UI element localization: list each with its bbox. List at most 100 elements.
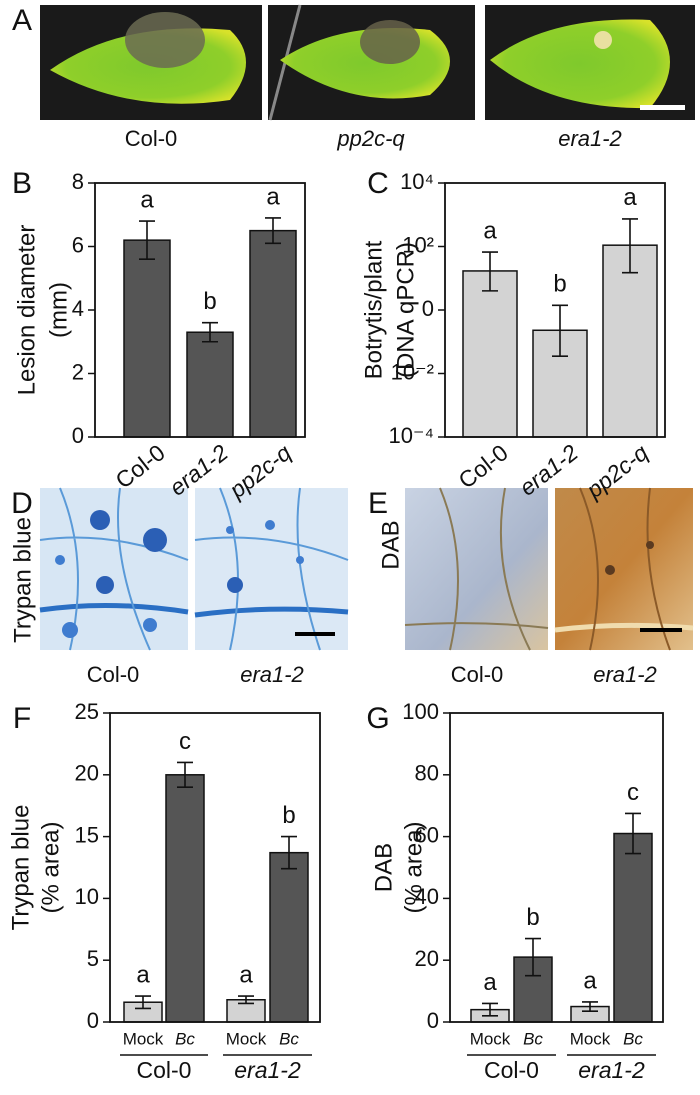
series-label: Mock xyxy=(470,1029,511,1048)
y-tick-label: 40 xyxy=(415,884,439,909)
panel-letter: E xyxy=(368,487,388,520)
photo-a xyxy=(40,4,695,121)
bar xyxy=(186,331,234,438)
significance-letter: b xyxy=(282,802,295,829)
y-tick-label: 10⁻⁴ xyxy=(388,423,434,448)
y-tick-label: 100 xyxy=(402,699,439,724)
bar xyxy=(462,270,518,438)
y-tick-label: 4 xyxy=(72,296,84,321)
x-tick-label: Col-0 xyxy=(484,1057,539,1083)
error-bar xyxy=(281,835,297,870)
y-axis-label: Trypan blue xyxy=(7,805,34,931)
y-tick-label: 0 xyxy=(72,423,84,448)
error-bar xyxy=(622,218,638,274)
bar xyxy=(249,229,297,438)
panel-letter: B xyxy=(12,167,32,200)
significance-letter: a xyxy=(583,967,597,994)
error-bar xyxy=(552,304,568,358)
y-tick-label: 6 xyxy=(72,232,84,257)
photo-label: Col-0 xyxy=(87,662,140,687)
series-label: Bc xyxy=(175,1029,195,1048)
side-label: Trypan blue xyxy=(9,517,36,643)
error-bar xyxy=(482,251,498,292)
bar xyxy=(165,774,205,1023)
y-tick-label: 60 xyxy=(415,822,439,847)
y-tick-label: 0 xyxy=(422,296,434,321)
y-tick-label: 8 xyxy=(72,169,84,194)
y-tick-label: 25 xyxy=(75,699,99,724)
y-axis-label: DAB xyxy=(370,843,397,892)
y-tick-label: 10⁻² xyxy=(391,359,434,384)
y-axis-label: (DNA qPCR) xyxy=(392,242,419,378)
panel-letter: D xyxy=(11,487,33,520)
series-label: Bc xyxy=(279,1029,299,1048)
bar xyxy=(269,851,309,1023)
plot-frame xyxy=(449,712,664,1023)
error-bar xyxy=(265,217,281,245)
y-axis-label: (% area) xyxy=(400,821,427,913)
y-axis-label: (mm) xyxy=(45,282,72,338)
y-axis-label: Botrytis/plant xyxy=(360,240,387,379)
series-label: Mock xyxy=(226,1029,267,1048)
bar xyxy=(613,832,653,1023)
error-bar xyxy=(525,937,541,977)
plot-frame xyxy=(94,182,306,438)
series-label: Mock xyxy=(123,1029,164,1048)
significance-letter: a xyxy=(239,961,253,988)
y-tick-label: 2 xyxy=(72,359,84,384)
significance-letter: a xyxy=(140,186,154,213)
y-axis-label: Lesion diameter xyxy=(13,225,40,396)
error-bar xyxy=(135,995,151,1010)
significance-letter: a xyxy=(483,969,497,996)
error-bar xyxy=(582,1001,598,1012)
photo-label: pp2c-q xyxy=(336,126,405,151)
photo-e xyxy=(404,487,694,651)
bar xyxy=(123,239,171,438)
significance-letter: a xyxy=(483,217,497,244)
y-tick-label: 80 xyxy=(415,761,439,786)
error-bar xyxy=(625,812,641,855)
y-axis-label: (% area) xyxy=(37,821,64,913)
significance-letter: a xyxy=(623,184,637,211)
y-tick-label: 5 xyxy=(87,946,99,971)
plot-frame xyxy=(109,712,321,1023)
significance-letter: c xyxy=(627,779,639,806)
error-bar xyxy=(202,321,218,343)
y-tick-label: 15 xyxy=(75,822,99,847)
y-tick-label: 10² xyxy=(402,232,434,257)
y-tick-label: 10 xyxy=(75,884,99,909)
side-label: DAB xyxy=(377,520,404,569)
error-bar xyxy=(177,761,193,788)
significance-letter: b xyxy=(203,288,216,315)
photo-label: era1-2 xyxy=(240,662,304,687)
series-label: Bc xyxy=(523,1029,543,1048)
error-bar xyxy=(238,995,254,1005)
photo-label: Col-0 xyxy=(125,126,178,151)
photo-d xyxy=(39,487,349,651)
photo-label: era1-2 xyxy=(558,126,622,151)
significance-letter: a xyxy=(136,961,150,988)
significance-letter: a xyxy=(266,183,280,210)
y-tick-label: 20 xyxy=(75,761,99,786)
x-tick-label: era1-2 xyxy=(578,1057,645,1083)
panel-letter: C xyxy=(367,167,389,200)
significance-letter: b xyxy=(553,271,566,298)
y-tick-label: 10⁴ xyxy=(400,169,434,194)
plot-frame xyxy=(444,182,666,438)
photo-label: Col-0 xyxy=(451,662,504,687)
y-tick-label: 0 xyxy=(87,1008,99,1033)
panel-letter: F xyxy=(13,702,31,735)
y-tick-label: 0 xyxy=(427,1008,439,1033)
x-tick-label: era1-2 xyxy=(234,1057,301,1083)
error-bar xyxy=(482,1002,498,1017)
panel-letter: G xyxy=(366,702,389,735)
x-tick-label: Col-0 xyxy=(453,439,512,493)
series-label: Bc xyxy=(623,1029,643,1048)
panel-letter: A xyxy=(12,4,32,37)
x-tick-label: Col-0 xyxy=(137,1057,192,1083)
significance-letter: b xyxy=(526,904,539,931)
series-label: Mock xyxy=(570,1029,611,1048)
x-tick-label: Col-0 xyxy=(110,439,169,493)
y-tick-label: 20 xyxy=(415,946,439,971)
